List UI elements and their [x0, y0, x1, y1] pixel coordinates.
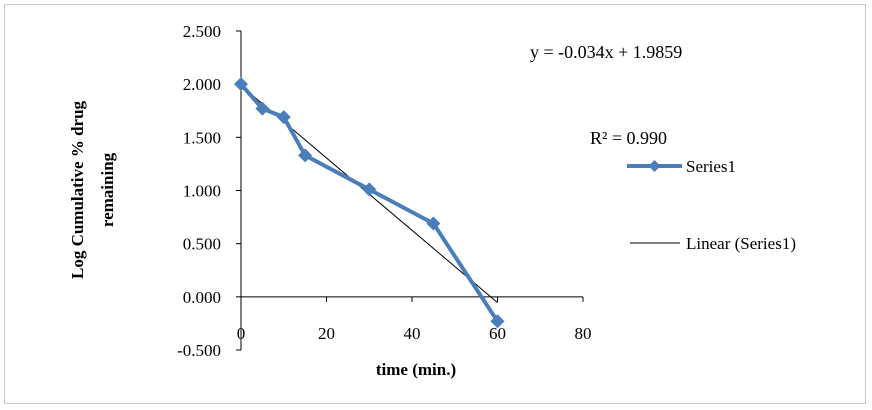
equation-label: y = -0.034x + 1.9859: [530, 42, 682, 62]
x-tick-label: 40: [404, 324, 421, 343]
x-axis-title: time (min.): [376, 360, 456, 379]
x-tick-label: 60: [489, 324, 506, 343]
y-tick-label: 0.500: [183, 235, 221, 254]
x-axis-ticks: 0 20 40 60 80: [237, 296, 592, 343]
series1-point: [234, 77, 248, 92]
legend: Series1 Linear (Series1): [627, 157, 796, 253]
series1-point: [426, 216, 441, 231]
series1-point: [490, 314, 505, 329]
series1-point: [362, 182, 377, 197]
series1-points: [234, 77, 505, 329]
series1-point: [276, 110, 291, 125]
legend-series1-label: Series1: [686, 157, 736, 176]
y-tick-label: 1.000: [183, 182, 221, 201]
y-tick-label: 1.500: [183, 128, 221, 147]
y-tick-label: 2.500: [183, 22, 221, 41]
series1-point: [298, 148, 313, 163]
y-axis-ticks: 2.500 2.000 1.500 1.000 0.500 0.000 -0.500: [177, 22, 241, 360]
x-tick-label: 20: [318, 324, 335, 343]
y-tick-label: -0.500: [177, 341, 221, 360]
r-squared-label: R² = 0.990: [590, 128, 667, 148]
series1-point: [255, 101, 270, 116]
y-tick-label: 2.000: [183, 75, 221, 94]
chart-frame: [4, 4, 866, 404]
y-tick-label: 0.000: [183, 288, 221, 307]
legend-series1-marker: [648, 160, 661, 172]
y-axis-title: Log Cumulative % drug remaining: [68, 100, 117, 279]
legend-linear-label: Linear (Series1): [686, 234, 796, 253]
x-tick-label: 80: [575, 324, 592, 343]
